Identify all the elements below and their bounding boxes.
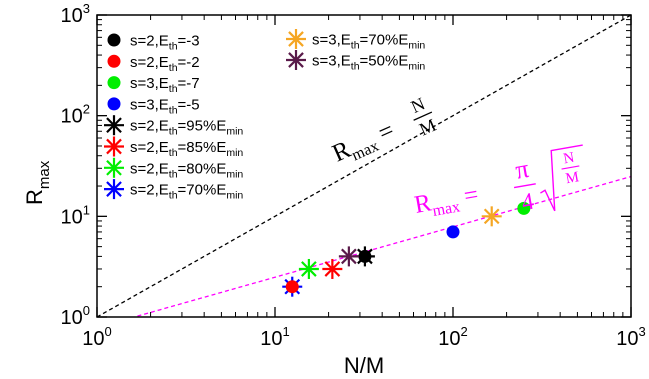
legend-marker-circle bbox=[107, 76, 121, 90]
x-tick-label: 102 bbox=[438, 324, 467, 350]
magenta-eq-sqrt-fraction-bar bbox=[561, 165, 580, 170]
legend-label: s=2,Eth=70%Emin bbox=[130, 182, 243, 202]
black-line-equation: Rmax= NM bbox=[328, 93, 439, 171]
magenta-eq-sqrt-denominator: M bbox=[564, 169, 580, 187]
x-axis-title: N/M bbox=[344, 353, 384, 378]
black-eq-lhs: Rmax= bbox=[328, 117, 399, 171]
legend-label: s=2,Eth=-2 bbox=[130, 54, 200, 74]
magenta-eq-denominator: 4 bbox=[520, 189, 536, 217]
data-point-asterisk-7 bbox=[298, 258, 319, 279]
legend-marker-asterisk bbox=[286, 29, 306, 49]
legend-label: s=2,Eth=95%Emin bbox=[130, 118, 243, 138]
black-eq-numerator: N bbox=[408, 93, 428, 117]
magenta-line-equation: Rmax= π 4 NM bbox=[412, 144, 583, 223]
legend-label: s=3,Eth=70%Emin bbox=[312, 32, 425, 52]
legend-label: s=2,Eth=85%Emin bbox=[130, 139, 243, 159]
legend-marker-asterisk bbox=[104, 157, 124, 178]
legend: s=2,Eth=-3s=2,Eth=-2s=3,Eth=-7s=3,Eth=-5… bbox=[104, 29, 425, 202]
data-point-circle-11 bbox=[285, 280, 299, 294]
data-point-asterisk-10 bbox=[338, 246, 359, 267]
magenta-eq-numerator: π bbox=[513, 154, 531, 185]
y-tick-label: 103 bbox=[61, 1, 90, 27]
y-tick-label: 100 bbox=[61, 303, 90, 329]
x-tick-label: 103 bbox=[616, 324, 645, 350]
y-axis-title: Rmax bbox=[22, 160, 53, 205]
reference-line-1 bbox=[97, 15, 631, 317]
legend-marker-asterisk bbox=[286, 50, 306, 70]
data-point-circle-4 bbox=[446, 225, 460, 239]
legend-label: s=3,Eth=50%Emin bbox=[312, 53, 425, 73]
y-tick-label: 101 bbox=[61, 202, 90, 228]
axes: 100 101 102 103 100 101 102 103 N/M Rmax bbox=[22, 1, 646, 378]
x-tick-label: 100 bbox=[82, 324, 111, 350]
reference-lines bbox=[97, 15, 631, 317]
legend-marker-asterisk bbox=[104, 136, 124, 157]
reference-line-2 bbox=[131, 175, 631, 317]
magenta-eq-fraction-bar bbox=[513, 183, 536, 189]
y-tick-label: 102 bbox=[61, 102, 90, 128]
legend-label: s=3,Eth=-7 bbox=[130, 75, 200, 95]
legend-marker-circle bbox=[107, 54, 121, 68]
legend-label: s=2,Eth=80%Emin bbox=[130, 160, 243, 180]
black-eq-denominator: M bbox=[416, 115, 439, 140]
magenta-eq-sqrt-numerator: N bbox=[562, 150, 576, 168]
legend-marker-circle bbox=[107, 33, 121, 47]
magenta-eq-sqrt-sign bbox=[540, 144, 583, 212]
legend-label: s=2,Eth=-3 bbox=[130, 33, 200, 53]
black-eq-fraction-bar bbox=[413, 111, 433, 121]
x-tick-label: 101 bbox=[260, 324, 289, 350]
data-points bbox=[282, 201, 531, 297]
data-point-asterisk-9 bbox=[481, 206, 502, 227]
legend-marker-asterisk bbox=[104, 115, 124, 136]
data-point-asterisk-6 bbox=[322, 258, 343, 279]
legend-marker-circle bbox=[107, 97, 121, 111]
legend-marker-asterisk bbox=[104, 179, 124, 200]
plot-frame bbox=[96, 14, 632, 318]
data-point-circle-3 bbox=[517, 201, 531, 215]
legend-label: s=3,Eth=-5 bbox=[130, 96, 200, 116]
magenta-eq-lhs: Rmax= bbox=[412, 181, 481, 223]
